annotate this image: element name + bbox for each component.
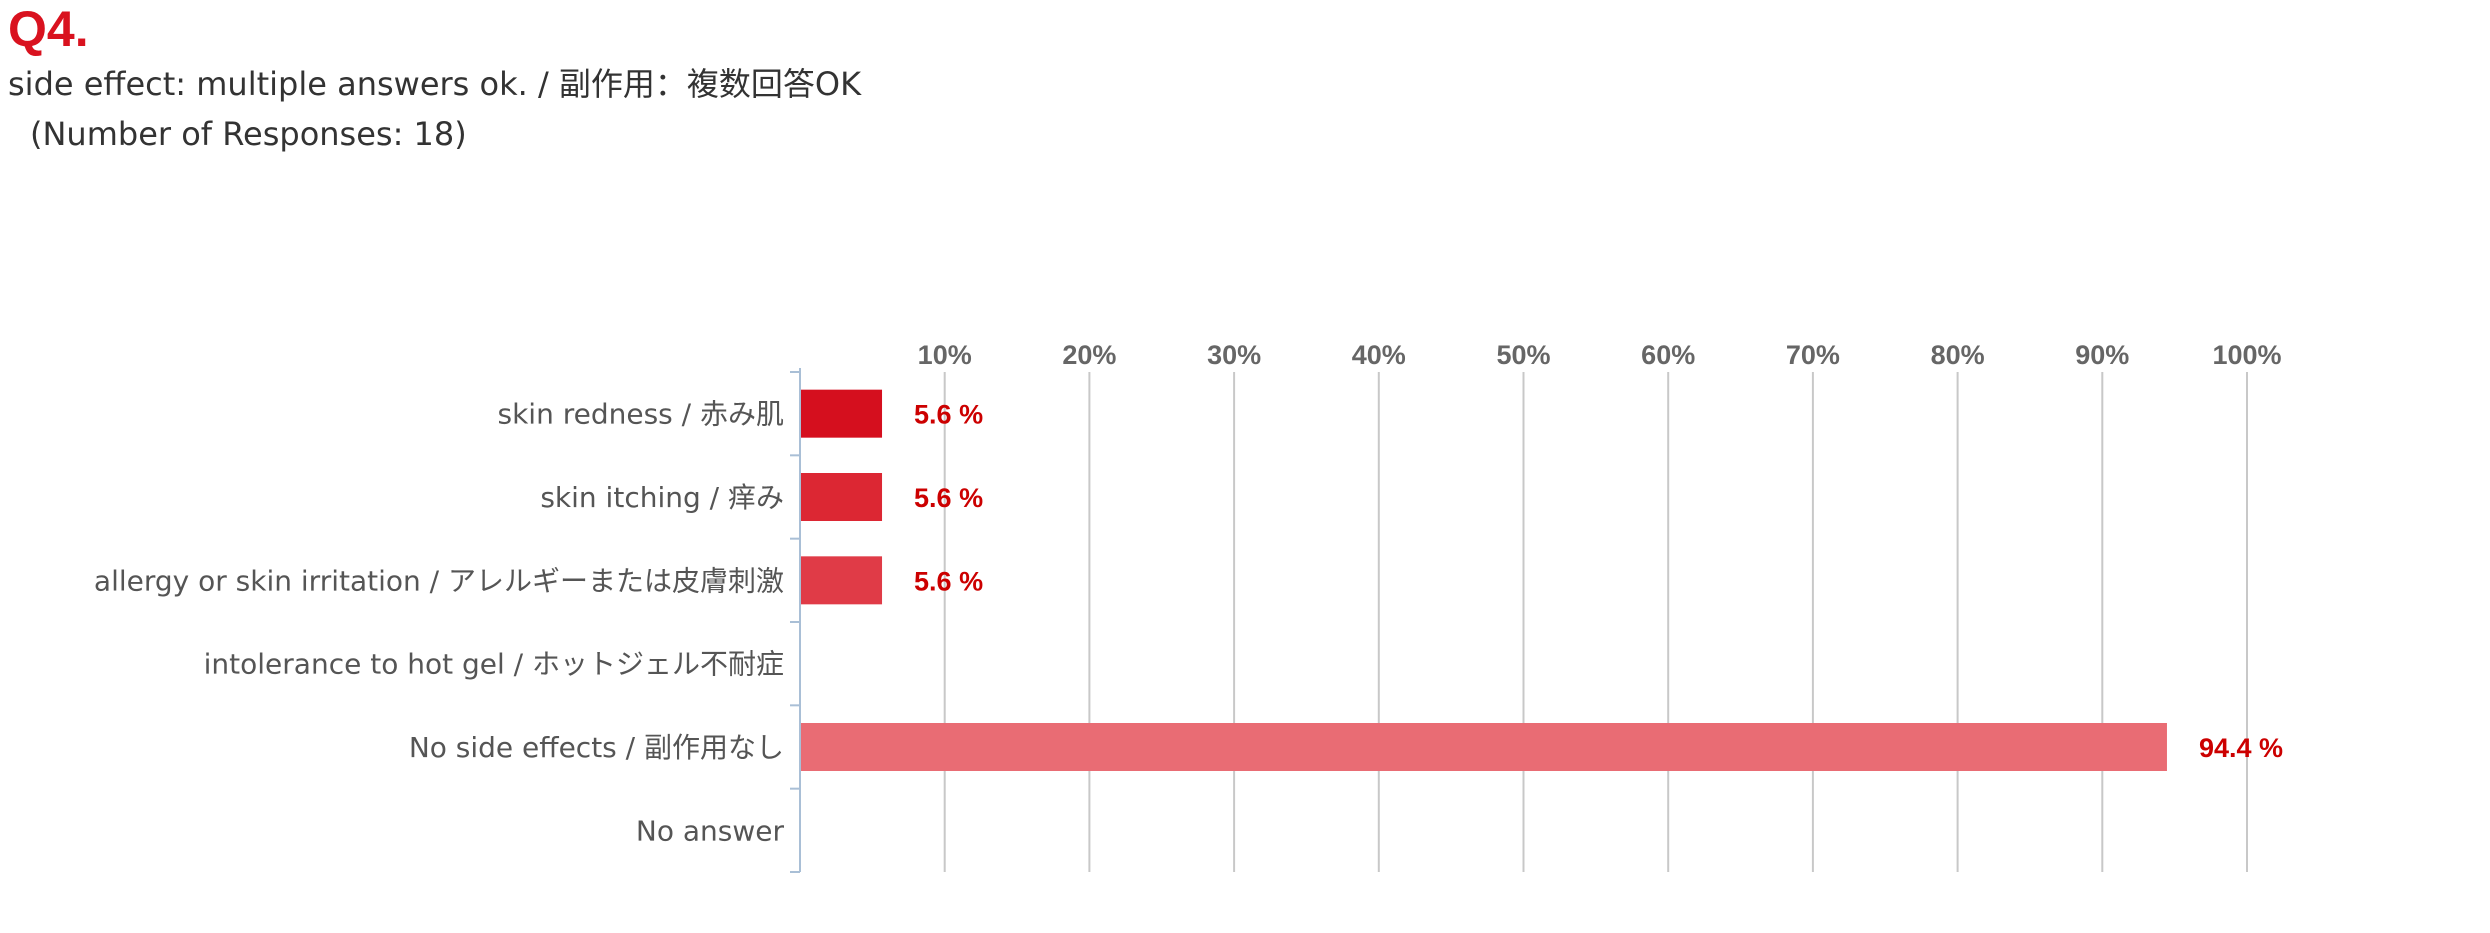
value-label: 5.6 % [914, 566, 983, 596]
question-title: side effect: multiple answers ok. / 副作用：… [8, 65, 862, 103]
value-labels: 5.6 % 5.6 % 5.6 % 94.4 % [914, 400, 2283, 763]
x-tick-label: 90% [2075, 340, 2129, 370]
x-tick-label: 70% [1786, 340, 1840, 370]
x-tick-label: 10% [918, 340, 972, 370]
value-label: 5.6 % [914, 483, 983, 513]
bar [801, 723, 2167, 771]
x-tick-label: 100% [2212, 340, 2281, 370]
x-tick-label: 60% [1641, 340, 1695, 370]
category-label: skin itching / 痒み [540, 481, 784, 514]
bars [801, 389, 2167, 771]
x-tick-label: 80% [1931, 340, 1985, 370]
category-label: skin redness / 赤み肌 [497, 398, 784, 431]
category-axis [790, 368, 801, 873]
category-label: No side effects / 副作用なし [409, 731, 784, 764]
x-tick-label: 40% [1352, 340, 1406, 370]
bar [801, 473, 883, 521]
category-label: intolerance to hot gel / ホットジェル不耐症 [204, 648, 784, 681]
x-tick-labels: 10% 20% 30% 40% 50% 60% 70% 80% 90% 100% [918, 340, 2282, 370]
x-tick-label: 30% [1207, 340, 1261, 370]
category-label: allergy or skin irritation / アレルギーまたは皮膚刺… [94, 564, 784, 597]
value-label: 94.4 % [2199, 733, 2283, 763]
bar [801, 556, 883, 605]
bar [801, 389, 883, 438]
x-tick-label: 50% [1496, 340, 1550, 370]
x-tick-label: 20% [1062, 340, 1116, 370]
grid-lines [943, 372, 2248, 872]
question-number: Q4. [8, 1, 89, 57]
category-label: No answer [636, 814, 785, 847]
category-labels: skin redness / 赤み肌 skin itching / 痒み aller… [94, 398, 785, 848]
value-label: 5.6 % [914, 400, 983, 430]
response-count: (Number of Responses: 18) [30, 115, 467, 153]
